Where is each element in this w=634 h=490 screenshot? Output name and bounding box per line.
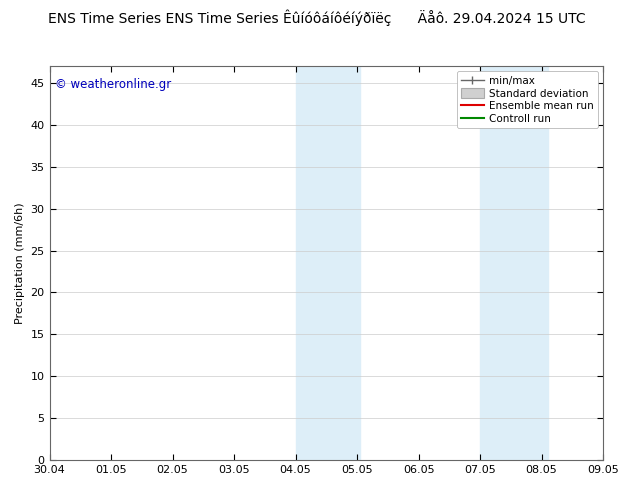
Y-axis label: Precipitation (mm/6h): Precipitation (mm/6h): [15, 202, 25, 324]
Bar: [295, 66, 360, 460]
Legend: min/max, Standard deviation, Ensemble mean run, Controll run: min/max, Standard deviation, Ensemble me…: [456, 72, 598, 128]
Text: © weatheronline.gr: © weatheronline.gr: [55, 78, 171, 91]
Text: ENS Time Series ENS Time Series Êûíóôáíôéíýðïëç      Äåô. 29.04.2024 15 UTC: ENS Time Series ENS Time Series Êûíóôáíô…: [48, 10, 586, 26]
Bar: [480, 66, 548, 460]
